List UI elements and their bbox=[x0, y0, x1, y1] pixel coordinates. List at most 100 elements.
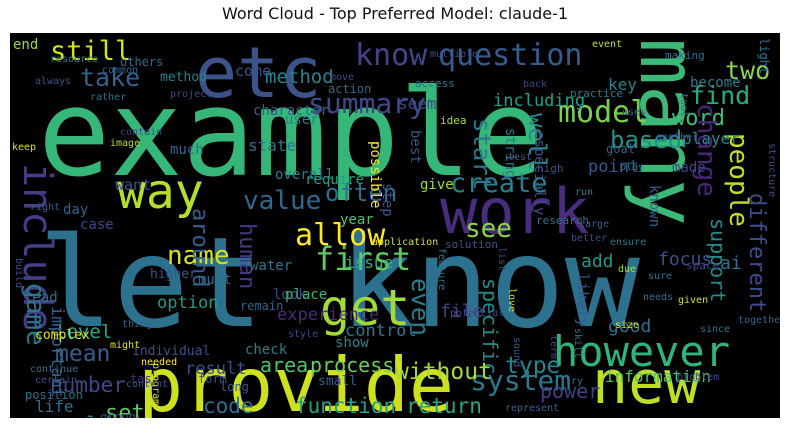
word-complex: complex bbox=[35, 328, 90, 343]
word-look: look bbox=[273, 287, 307, 303]
word-tool: tool bbox=[678, 93, 689, 118]
word-given: given bbox=[678, 295, 709, 306]
word-sure: sure bbox=[648, 271, 673, 282]
word-allow: allow bbox=[295, 218, 386, 253]
word-run: run bbox=[575, 187, 594, 198]
word-give: give bbox=[420, 177, 454, 193]
word-problem: problem bbox=[677, 372, 720, 383]
word-together: together bbox=[738, 315, 780, 326]
word-control: control bbox=[345, 321, 417, 341]
word-show: show bbox=[335, 335, 369, 351]
word-others: others bbox=[120, 55, 164, 69]
word-summary: summary bbox=[308, 87, 427, 120]
word-based: based bbox=[610, 126, 683, 154]
word-file: file bbox=[440, 301, 484, 322]
word-might: might bbox=[110, 340, 141, 351]
word-point: point bbox=[588, 157, 640, 177]
word-goal: goal bbox=[606, 142, 635, 156]
word-making: making bbox=[665, 49, 705, 62]
word-set: set bbox=[105, 401, 145, 419]
word-multiple: multiple bbox=[430, 49, 479, 60]
word-user: user bbox=[285, 112, 319, 128]
word-overall: overall bbox=[275, 167, 335, 183]
word-action: action bbox=[328, 82, 372, 96]
word-system: system bbox=[470, 364, 572, 397]
word-play: play bbox=[620, 162, 645, 173]
word-since: since bbox=[700, 324, 731, 335]
word-small: small bbox=[318, 374, 358, 389]
word-code: code bbox=[203, 394, 254, 418]
word-love: love bbox=[506, 288, 517, 313]
word-application: application bbox=[372, 237, 439, 248]
word-issue: issue bbox=[345, 253, 394, 272]
word-often: often bbox=[325, 179, 398, 207]
word-start: start bbox=[468, 118, 496, 191]
word-solution: solution bbox=[445, 238, 498, 251]
word-right: right bbox=[30, 202, 61, 213]
word-name: name bbox=[167, 241, 230, 271]
word-without: without bbox=[395, 359, 492, 385]
word-function: function bbox=[295, 394, 397, 418]
word-require: require bbox=[305, 172, 365, 188]
word-term: term bbox=[548, 335, 559, 360]
word-want: want bbox=[115, 176, 152, 194]
word-still: still bbox=[50, 36, 132, 67]
word-let-know: let know bbox=[38, 211, 641, 356]
word-rather: rather bbox=[90, 92, 127, 103]
word-skill: skill bbox=[572, 328, 583, 359]
word-always: always bbox=[35, 76, 72, 87]
word-come: come bbox=[235, 62, 272, 80]
word-see: see bbox=[465, 214, 512, 244]
word-get: get bbox=[320, 279, 411, 337]
word-another: another bbox=[656, 132, 699, 143]
chart-title: Word Cloud - Top Preferred Model: claude… bbox=[221, 4, 569, 23]
word-create: create bbox=[450, 168, 548, 199]
word-represent: represent bbox=[505, 403, 560, 414]
word-different: different bbox=[744, 193, 769, 313]
word-end: end bbox=[13, 37, 39, 53]
word-keep: keep bbox=[12, 142, 37, 153]
word-number: number bbox=[50, 373, 126, 397]
word-position: position bbox=[25, 388, 83, 402]
word-character: character bbox=[253, 103, 329, 119]
word-mean: mean bbox=[55, 341, 111, 367]
word-find: find bbox=[690, 81, 751, 110]
word-way: way bbox=[117, 164, 204, 220]
word-experience: experience bbox=[277, 305, 380, 325]
word-process: process bbox=[310, 353, 395, 377]
word-structure: structure bbox=[766, 143, 777, 198]
word-new: new bbox=[592, 348, 701, 418]
word-higher: higher bbox=[150, 267, 197, 282]
word-ai: ai bbox=[720, 253, 742, 274]
word-style: style bbox=[288, 329, 319, 340]
word-place: place bbox=[285, 287, 328, 303]
word-become: become bbox=[690, 75, 741, 91]
word-option: option bbox=[157, 293, 219, 313]
word-back: back bbox=[523, 79, 548, 90]
word-likely: likely bbox=[574, 273, 592, 328]
word-common: common bbox=[102, 65, 139, 76]
word-needs: needs bbox=[643, 292, 674, 303]
word-area: area bbox=[260, 353, 309, 377]
word-state: state bbox=[248, 136, 297, 155]
word-world: world bbox=[48, 415, 111, 419]
word-level: level bbox=[55, 321, 113, 343]
word-result: result bbox=[185, 359, 247, 379]
word-much: much bbox=[170, 142, 204, 158]
word-model: model bbox=[558, 95, 649, 130]
word-size: size bbox=[615, 320, 640, 331]
word-type: type bbox=[505, 353, 561, 379]
word-key: key bbox=[608, 75, 637, 94]
word-step: step bbox=[379, 183, 395, 217]
word-ensure: ensure bbox=[610, 237, 647, 248]
word-test: test bbox=[508, 152, 533, 163]
word-idea: idea bbox=[440, 114, 467, 127]
word-value: value bbox=[243, 186, 322, 216]
word-try: try bbox=[565, 376, 584, 387]
word-case: case bbox=[80, 217, 114, 233]
word-practice: practice bbox=[570, 87, 623, 100]
word-know: know bbox=[355, 38, 428, 73]
word-resource: resource bbox=[50, 54, 99, 65]
word-year: year bbox=[340, 212, 374, 228]
word-life: life bbox=[35, 397, 74, 416]
